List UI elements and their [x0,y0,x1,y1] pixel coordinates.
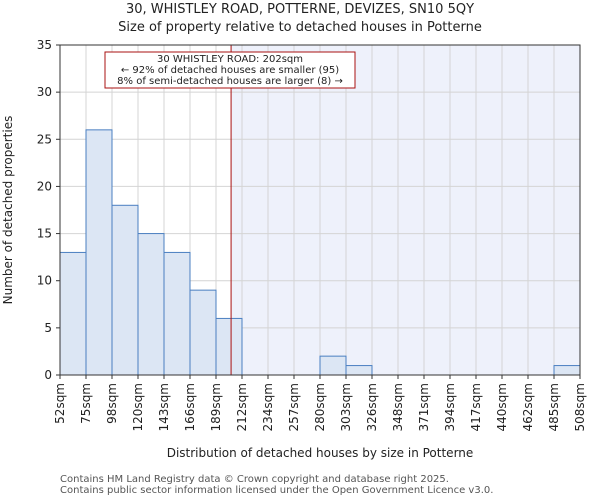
x-tick-label: 440sqm [495,383,509,431]
x-axis-label: Distribution of detached houses by size … [167,446,474,460]
y-tick-label: 35 [37,38,52,52]
y-tick-label: 20 [37,179,52,193]
annotation-line-larger: 8% of semi-detached houses are larger (8… [117,76,343,87]
x-tick-label: 462sqm [521,383,535,431]
x-tick-label: 257sqm [287,383,301,431]
x-tick-label: 417sqm [469,383,483,431]
property-annotation: 30 WHISTLEY ROAD: 202sqm ← 92% of detach… [104,51,356,89]
histogram-chart: 0 5 10 15 20 25 30 35 52sqm 75sqm 98sqm 120sqm 143s… [1,38,587,460]
y-tick-label: 15 [37,227,52,241]
bar-485sqm [553,365,581,376]
y-axis-label: Number of detached properties [1,116,15,305]
x-tick-label: 212sqm [235,383,249,431]
bar-120sqm [137,233,165,376]
x-tick-label: 189sqm [209,383,223,431]
x-tick-label: 303sqm [339,383,353,431]
annotation-line-smaller: ← 92% of detached houses are smaller (95… [121,65,339,76]
footer-licence: Contains public sector information licen… [60,485,494,496]
y-tick-label: 5 [44,321,52,335]
x-tick-label: 348sqm [391,383,405,431]
footer-copyright: Contains HM Land Registry data © Crown c… [60,474,449,485]
annotation-line-size: 30 WHISTLEY ROAD: 202sqm [157,54,303,65]
bar-166sqm [189,289,217,376]
x-tick-label: 508sqm [573,383,587,431]
annotation-box [104,51,356,89]
x-tick-label: 75sqm [79,383,93,424]
x-tick-label: 371sqm [417,383,431,431]
bar-280sqm [319,355,347,376]
bar-143sqm [163,251,191,376]
x-tick-label: 234sqm [261,383,275,431]
x-tick-label: 280sqm [313,383,327,431]
x-tick-label: 120sqm [131,383,145,431]
x-tick-label: 98sqm [105,383,119,424]
y-tick-label: 25 [37,132,52,146]
x-tick-label: 485sqm [547,383,561,431]
bar-303sqm [345,365,373,376]
x-tick-label: 166sqm [183,383,197,431]
larger-region-highlight [231,45,580,375]
chart-title-address: 30, WHISTLEY ROAD, POTTERNE, DEVIZES, SN… [125,2,475,17]
bar-75sqm [85,129,113,376]
y-tick-label: 0 [44,368,52,382]
x-tick-label: 52sqm [53,383,67,424]
bar-52sqm [59,251,87,376]
bar-189sqm [215,317,243,376]
y-tick-label: 30 [37,85,52,99]
x-tick-label: 394sqm [443,383,457,431]
y-tick-label: 10 [37,274,52,288]
chart-subtitle: Size of property relative to detached ho… [118,20,482,35]
x-tick-label: 326sqm [365,383,379,431]
x-tick-label: 143sqm [157,383,171,431]
bar-98sqm [111,204,139,376]
